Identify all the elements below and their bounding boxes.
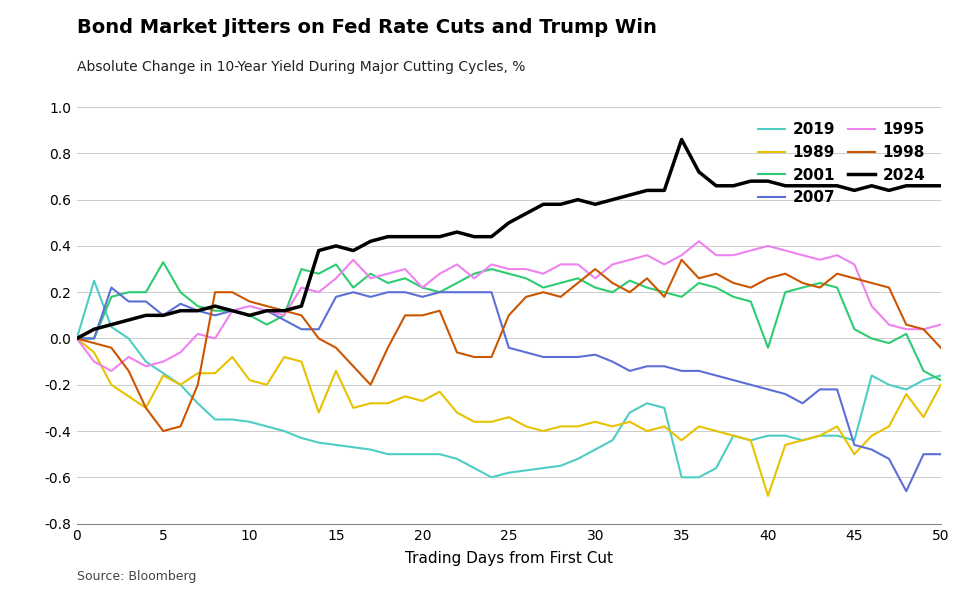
2007 [365,293,376,300]
2019 [486,474,497,481]
Text: Bond Market Jitters on Fed Rate Cuts and Trump Win: Bond Market Jitters on Fed Rate Cuts and… [77,18,657,37]
1998 [728,280,739,287]
1989 [641,427,653,434]
2024 [261,307,273,314]
2024 [641,187,653,194]
2019 [88,277,100,284]
2019 [365,446,376,453]
2019 [918,377,929,384]
Line: 1995: 1995 [77,242,941,371]
1989 [762,492,774,499]
Line: 2007: 2007 [77,287,941,491]
2019 [71,335,83,342]
1998 [659,293,670,300]
1989 [693,423,705,430]
1989 [71,335,83,342]
Line: 1989: 1989 [77,339,941,496]
1998 [157,427,169,434]
1998 [348,363,359,370]
1995 [935,321,947,328]
2007 [900,488,912,495]
1995 [278,312,290,319]
1995 [659,261,670,268]
2024 [330,242,342,249]
2024 [71,335,83,342]
1998 [365,381,376,389]
1995 [693,238,705,245]
2024 [348,247,359,254]
2007 [659,363,670,370]
2007 [71,335,83,342]
Line: 1998: 1998 [77,260,941,431]
Text: Absolute Change in 10-Year Yield During Major Cutting Cycles, %: Absolute Change in 10-Year Yield During … [77,60,525,74]
2019 [935,372,947,379]
1995 [365,275,376,282]
Line: 2024: 2024 [77,139,941,339]
1995 [71,335,83,342]
2019 [728,432,739,439]
2007 [918,450,929,458]
2007 [106,284,117,291]
1995 [918,325,929,333]
Text: Source: Bloomberg: Source: Bloomberg [77,570,196,583]
2001 [659,289,670,296]
2007 [935,450,947,458]
2019 [348,444,359,451]
2007 [710,372,722,379]
2019 [676,474,687,481]
2001 [710,284,722,291]
2024 [935,182,947,189]
Legend: 2019, 1989, 2001, 2007, 1995, 1998, 2024: 2019, 1989, 2001, 2007, 1995, 1998, 2024 [750,115,933,213]
2019 [278,427,290,434]
1989 [935,381,947,389]
1989 [330,367,342,374]
2007 [278,317,290,324]
2001 [348,284,359,291]
2001 [71,335,83,342]
1998 [676,256,687,264]
1989 [348,405,359,412]
1998 [71,335,83,342]
1989 [261,381,273,389]
2001 [365,270,376,277]
1995 [348,256,359,264]
X-axis label: Trading Days from First Cut: Trading Days from First Cut [405,552,612,566]
2024 [918,182,929,189]
1995 [106,367,117,374]
2001 [918,367,929,374]
Line: 2019: 2019 [77,281,941,477]
2001 [278,312,290,319]
2001 [157,259,169,266]
1998 [935,344,947,351]
1998 [918,325,929,333]
1998 [278,307,290,314]
Line: 2001: 2001 [77,262,941,380]
1989 [918,414,929,421]
2024 [676,136,687,143]
2001 [935,377,947,384]
2024 [710,182,722,189]
1995 [728,252,739,259]
2007 [348,289,359,296]
